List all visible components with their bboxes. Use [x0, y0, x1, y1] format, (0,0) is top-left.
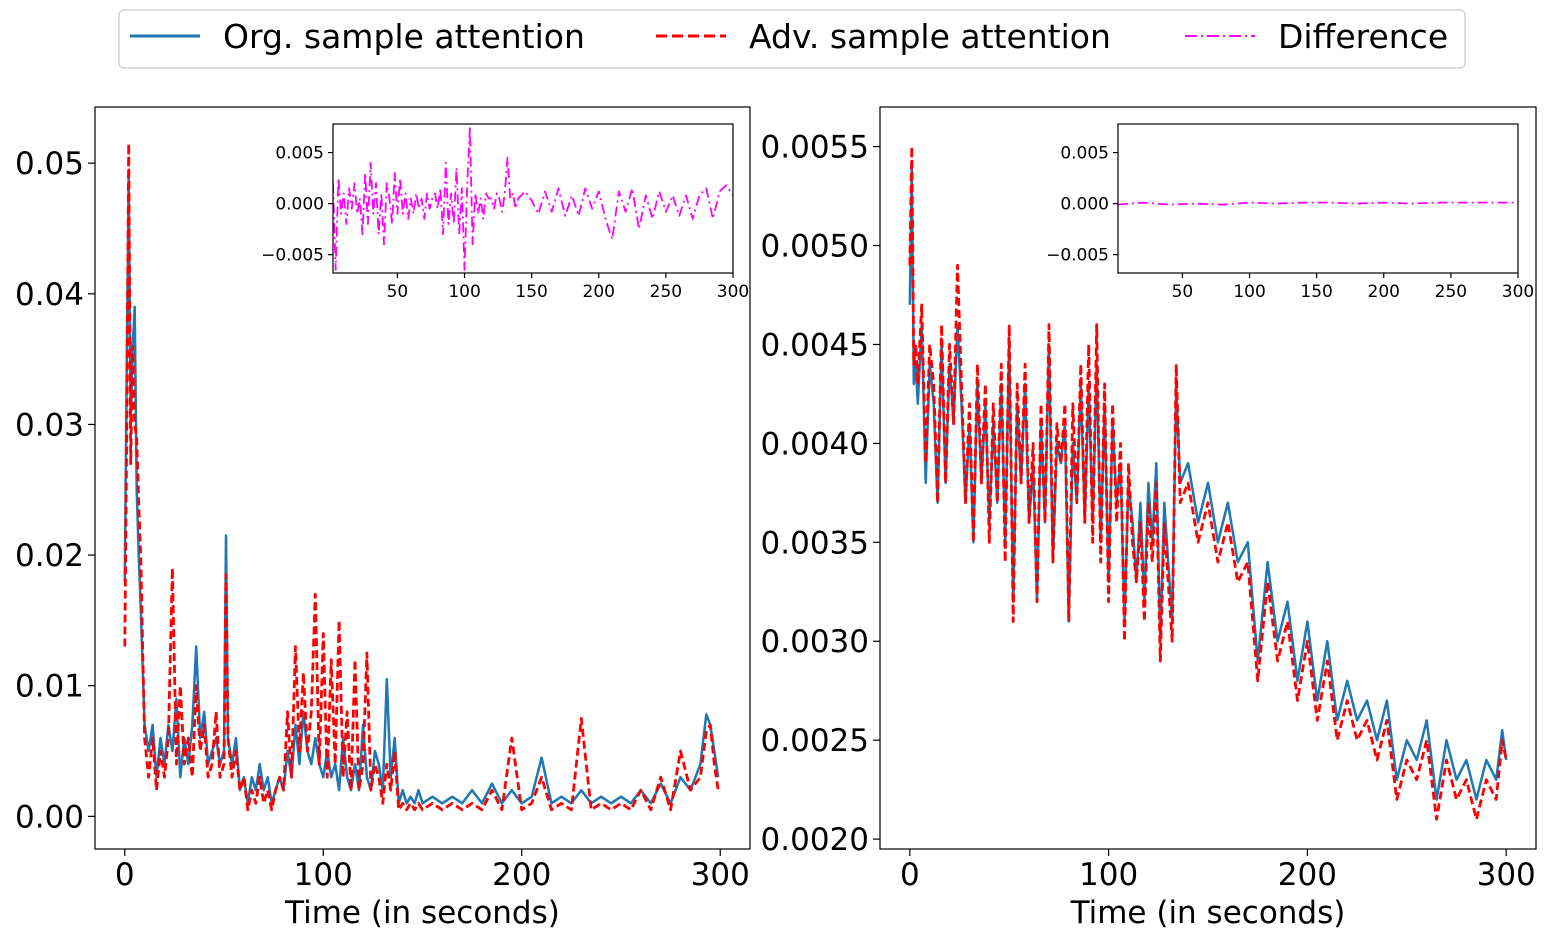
- right-inset-xtick-label: 250: [1435, 282, 1467, 302]
- left-ytick-label: 0.03: [15, 407, 84, 443]
- legend-label-adv: Adv. sample attention: [749, 17, 1111, 56]
- left-xtick-label: 0: [115, 857, 135, 893]
- right-inset-series-group: [1118, 201, 1518, 206]
- left-ytick-label: 0.00: [15, 799, 84, 835]
- left-inset-xtick-label: 50: [387, 282, 409, 302]
- left-inset-xtick-label: 300: [717, 282, 749, 302]
- left-inset-xtick-label: 200: [583, 282, 615, 302]
- left-inset-ytick-label: −0.005: [261, 246, 324, 266]
- left-xtick-label: 100: [294, 857, 353, 893]
- right-inset-xtick-label: 50: [1172, 282, 1194, 302]
- right-inset-xtick-label: 300: [1502, 282, 1534, 302]
- right-ytick-label: 0.0040: [761, 426, 869, 462]
- left-inset-ytick-label: 0.005: [275, 144, 324, 164]
- left-inset-series-difference: [333, 126, 733, 271]
- right-inset-plot-area: [1118, 124, 1518, 273]
- right-inset-xtick-label: 100: [1233, 282, 1265, 302]
- legend: Org. sample attention Adv. sample attent…: [118, 9, 1466, 69]
- right-inset-ytick-label: 0.005: [1060, 144, 1109, 164]
- right-inset-xtick-label: 200: [1368, 282, 1400, 302]
- left-xtick-label: 200: [492, 857, 551, 893]
- right-ytick-label: 0.0055: [761, 130, 869, 166]
- legend-frame: [118, 9, 1466, 69]
- right-xtick-label: 200: [1278, 857, 1337, 893]
- left-ytick-label: 0.04: [15, 277, 84, 313]
- right-ytick-label: 0.0020: [761, 822, 869, 858]
- right-inset-axes-frame: [1117, 123, 1519, 274]
- right-ytick-label: 0.0030: [761, 624, 869, 660]
- left-inset-xtick-label: 150: [515, 282, 547, 302]
- right-inset-series-difference: [1118, 201, 1518, 206]
- right-xtick-label: 300: [1477, 857, 1536, 893]
- left-inset-plot-area: [333, 124, 733, 273]
- right-inset-plot: 50 100 150 200 250 300 −0.005 0.000 0.005: [1046, 123, 1534, 302]
- left-series-group: [123, 142, 720, 812]
- left-inset-plot: 50 100 150 200 250 300 −0.005 0.000 0.005: [261, 123, 749, 302]
- right-inset-ytick-label: 0.000: [1060, 195, 1109, 215]
- left-xlabel: Time (in seconds): [284, 895, 560, 931]
- right-series-group: [908, 145, 1508, 821]
- left-axes-frame: [94, 106, 751, 850]
- left-inset-axes-frame: [332, 123, 734, 274]
- left-inset-series-group: [333, 126, 733, 271]
- left-inset-xtick-label: 250: [650, 282, 682, 302]
- right-inset-ytick-label: −0.005: [1046, 246, 1109, 266]
- left-ytick-label: 0.05: [15, 146, 84, 182]
- right-ytick-label: 0.0035: [761, 525, 869, 561]
- left-series-adv-sample-attention: [123, 142, 720, 812]
- right-ytick-label: 0.0045: [761, 327, 869, 363]
- right-xtick-label: 100: [1079, 857, 1138, 893]
- left-inset-xtick-label: 100: [448, 282, 480, 302]
- right-axes-frame: [879, 106, 1537, 850]
- right-xtick-label: 0: [900, 857, 920, 893]
- legend-label-diff: Difference: [1278, 17, 1448, 56]
- left-ytick-label: 0.02: [15, 538, 84, 574]
- left-inset-ytick-label: 0.000: [275, 195, 324, 215]
- right-ytick-label: 0.0025: [761, 723, 869, 759]
- left-xtick-label: 300: [691, 857, 750, 893]
- right-series-adv-sample-attention: [908, 145, 1508, 821]
- left-ytick-label: 0.01: [15, 669, 84, 705]
- right-xlabel: Time (in seconds): [1070, 895, 1346, 931]
- right-inset-xtick-label: 150: [1300, 282, 1332, 302]
- legend-label-org: Org. sample attention: [223, 17, 585, 56]
- right-ytick-label: 0.0050: [761, 229, 869, 265]
